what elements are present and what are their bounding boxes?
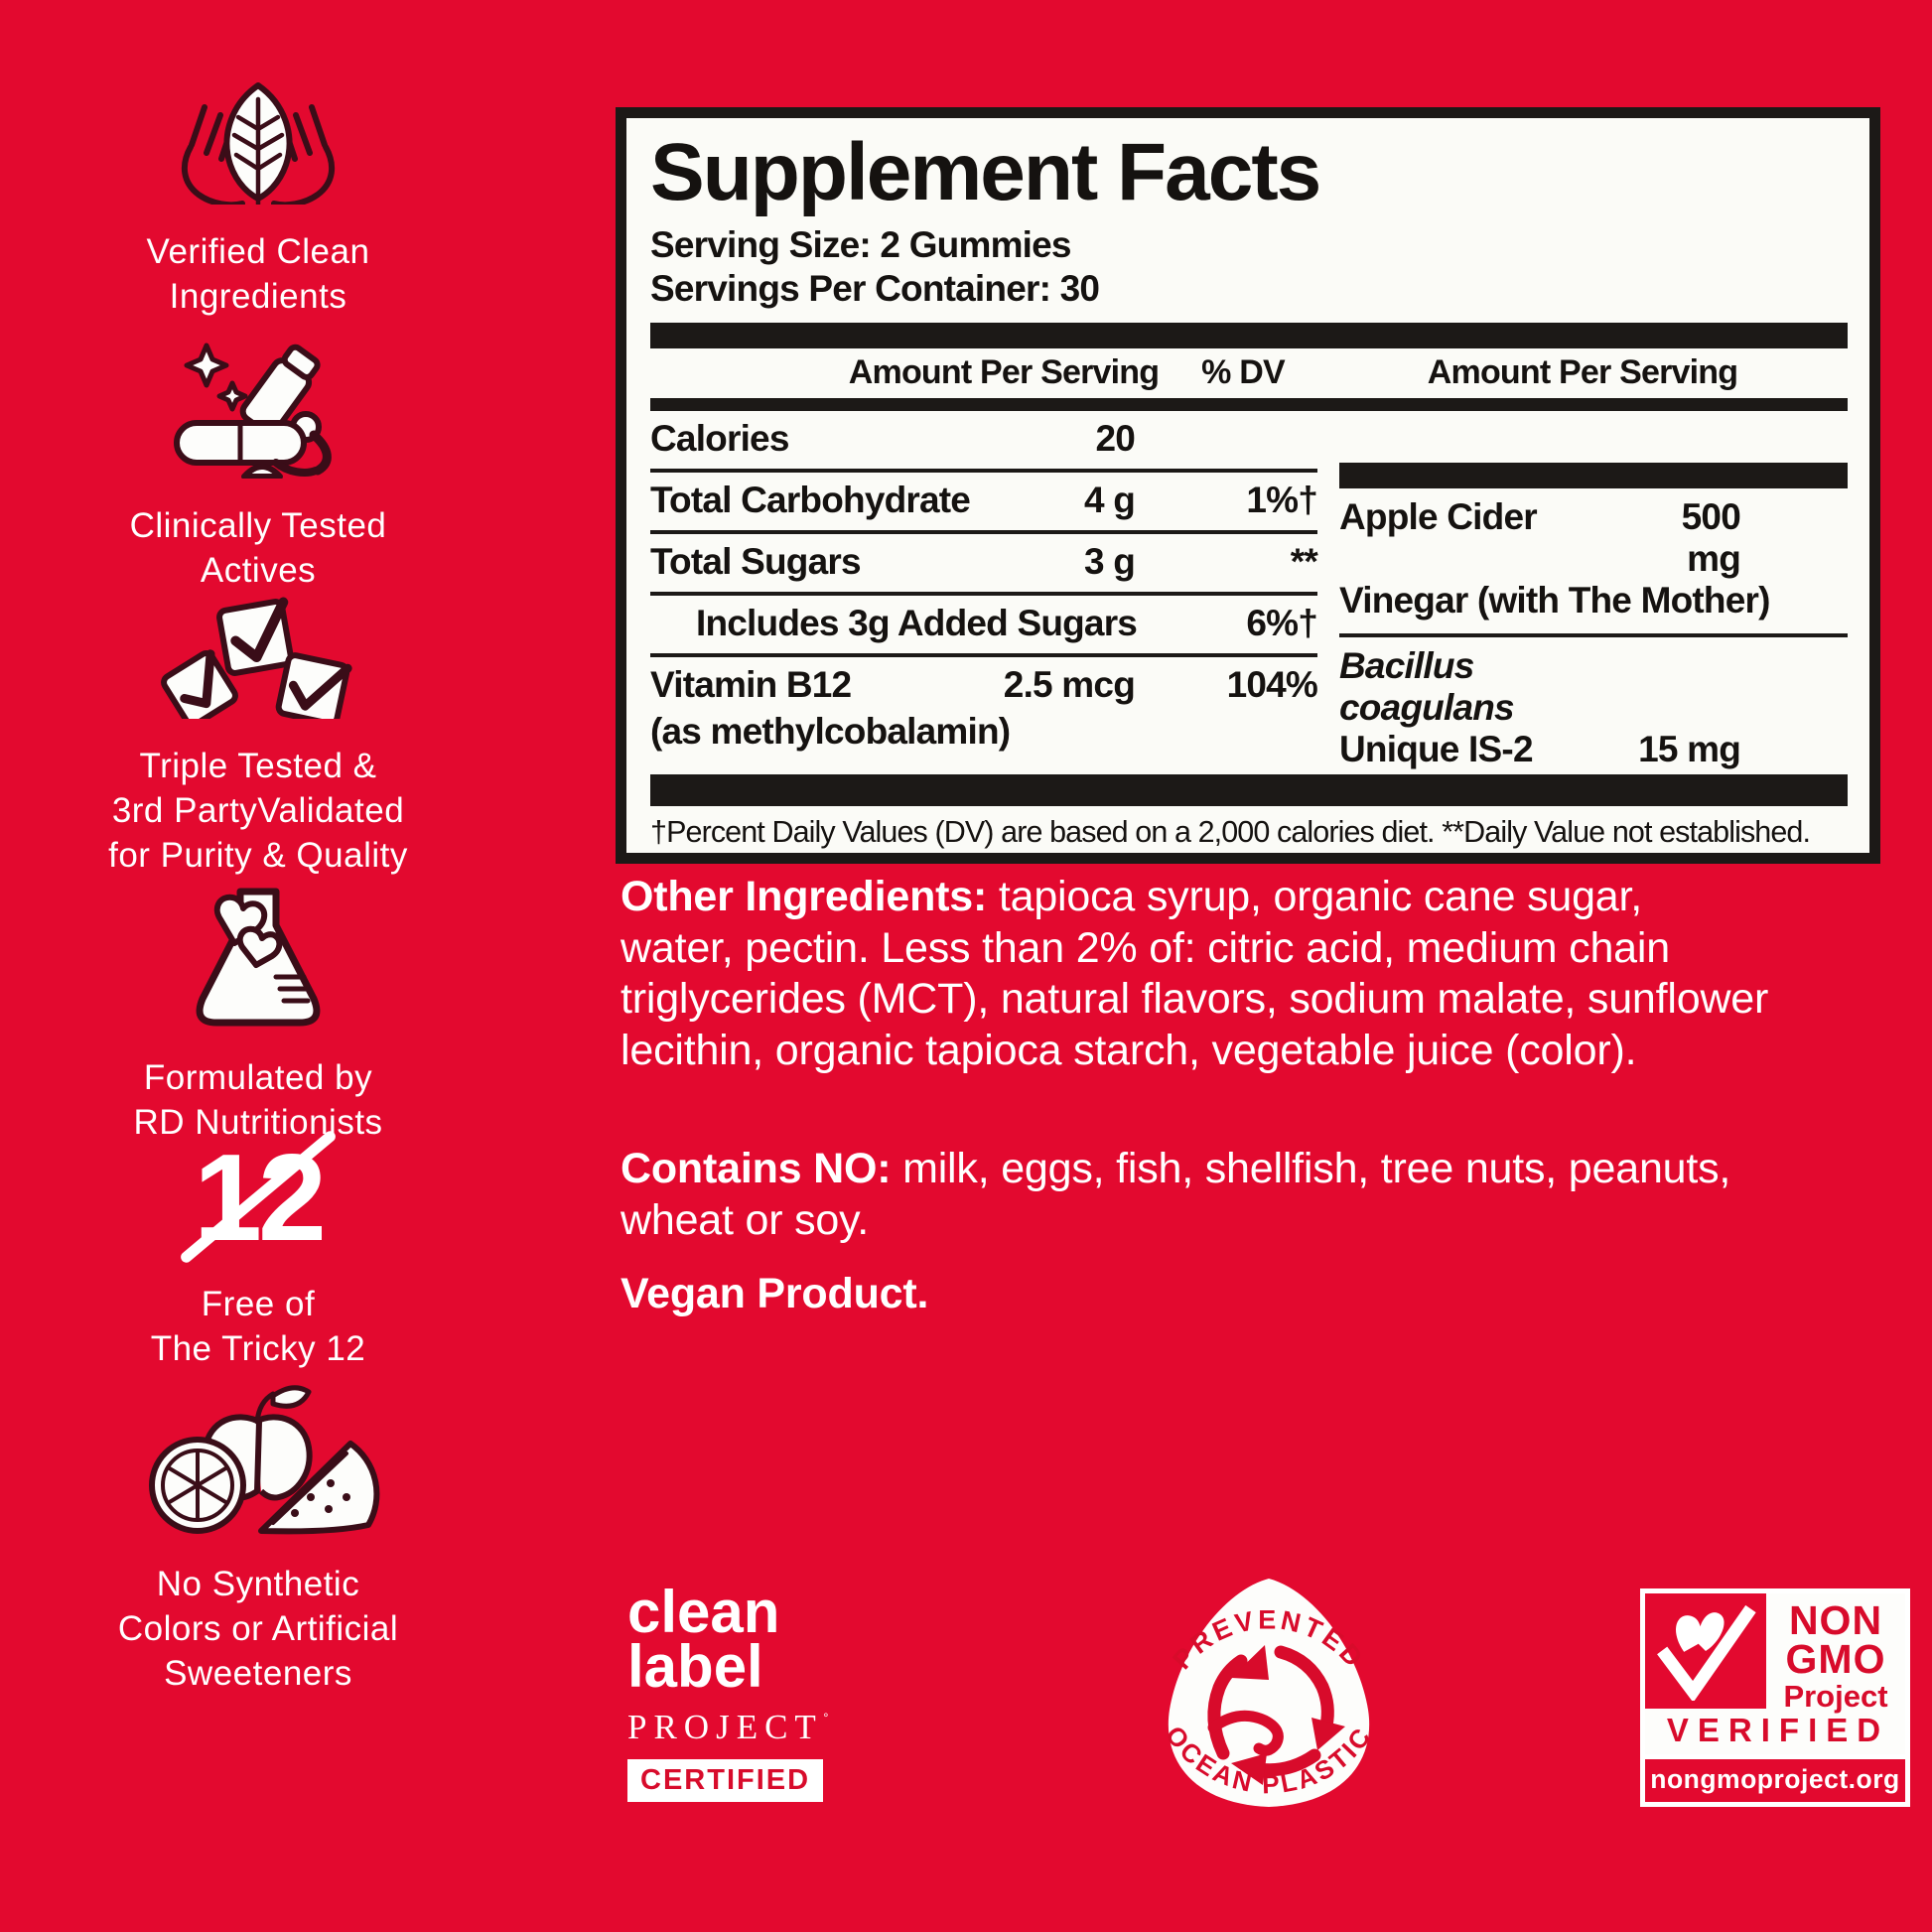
contains-no-text: milk, eggs, fish, shellfish, tree nuts, … (621, 1145, 1731, 1244)
claim-label: Clinically Tested Actives (129, 506, 387, 590)
other-ingredients-label: Other Ingredients: (621, 873, 988, 920)
dv-footnote: †Percent Daily Values (DV) are based on … (650, 814, 1811, 849)
panel-title: Supplement Facts (650, 127, 1321, 217)
claim-verified-clean: Verified Clean Ingredients (30, 77, 486, 320)
divider-bar (650, 397, 1848, 411)
servings-per-container: Servings Per Container: 30 (650, 267, 1100, 309)
row-amount: 2.5 mcg (1003, 663, 1136, 705)
row-name: Bacillus coagulans (1339, 644, 1515, 728)
row-name: Unique IS-2 (1339, 728, 1534, 769)
claim-tricky-12: 12 Free of The Tricky 12 (30, 1129, 486, 1372)
row-unique-is2: Unique IS-2 15 mg (1339, 729, 1848, 770)
row-rule (650, 652, 1317, 657)
claim-label: Free of The Tricky 12 (150, 1285, 366, 1368)
row-rule (650, 591, 1317, 596)
fruits-icon (149, 1385, 380, 1535)
claim-no-synthetic: No Synthetic Colors or Artificial Sweete… (30, 1382, 486, 1696)
non-gmo-text: NON GMO Project (1766, 1593, 1905, 1714)
clean-label-line2: label (627, 1633, 763, 1701)
other-ingredients-text: tapioca syrup, organic cane sugar, water… (621, 873, 1769, 1074)
row-amount: 500 mg (1681, 495, 1741, 579)
other-ingredients: Other Ingredients: tapioca syrup, organi… (621, 872, 1901, 1076)
claim-label: Triple Tested & 3rd PartyValidated for P… (108, 747, 408, 875)
prevented-ocean-plastic-logo: PREVENTED OCEAN PLASTIC (1160, 1579, 1375, 1807)
row-total-sugars: Total Sugars 3 g ** (650, 534, 1318, 592)
nutrition-table-left: Calories 20 Total Carbohydrate 4 g 1%† T… (650, 411, 1318, 770)
butterfly-checkmark-icon (1645, 1593, 1766, 1709)
row-name: Calories (650, 417, 789, 459)
clean-label-project-logo: clean label PROJECT˚ CERTIFIED (627, 1579, 836, 1803)
row-name: Vitamin B12 (650, 663, 852, 705)
supplement-facts-panel: Supplement Facts Serving Size: 2 Gummies… (616, 107, 1880, 864)
contains-no: Contains NO: milk, eggs, fish, shellfish… (621, 1144, 1901, 1246)
row-rule (650, 468, 1317, 473)
row-name: Total Carbohydrate (650, 479, 971, 520)
flask-hearts-icon (196, 888, 321, 1027)
claim-formulated-rd: Formulated by RD Nutritionists (30, 882, 486, 1146)
row-amount: 4 g (1083, 479, 1136, 520)
verified-band: VERIFIED (1645, 1709, 1905, 1754)
tricky-12-icon: 12 (178, 1129, 339, 1265)
gmo-text: GMO (1785, 1635, 1886, 1682)
non-gmo-project-logo: NON GMO Project VERIFIED nongmoproject.o… (1640, 1588, 1910, 1807)
clean-label-project-word: PROJECT˚ (627, 1708, 836, 1747)
claim-label: Verified Clean Ingredients (146, 232, 370, 316)
table-header: Amount Per Serving % DV Amount Per Servi… (650, 348, 1848, 398)
recycle-wave-arrows-icon (1207, 1645, 1334, 1777)
row-rule (1339, 632, 1848, 637)
row-vitamin-b12-form: (as methylcobalamin) (650, 710, 1011, 752)
certified-badge: CERTIFIED (627, 1759, 824, 1803)
header-percent-dv: % DV (1201, 353, 1286, 391)
row-dv: ** (1290, 540, 1318, 582)
row-apple-cider-vinegar: Apple Cider 500 mg (1339, 488, 1848, 580)
row-dv: 1%† (1246, 479, 1317, 520)
row-name: Total Sugars (650, 540, 862, 582)
claim-label: Formulated by RD Nutritionists (133, 1058, 383, 1142)
divider-bar (650, 322, 1848, 348)
nongmo-url: nongmoproject.org (1645, 1754, 1905, 1802)
row-calories: Calories 20 (650, 411, 1317, 469)
hands-leaf-icon (181, 82, 336, 205)
row-amount: 20 (1095, 417, 1135, 459)
row-rule (650, 529, 1317, 534)
microscope-icon (174, 343, 332, 479)
row-name: Includes 3g Added Sugars (696, 602, 1138, 643)
row-total-carbohydrate: Total Carbohydrate 4 g 1%† (650, 473, 1318, 530)
serving-size: Serving Size: 2 Gummies (650, 224, 1072, 266)
claim-clinically-tested: Clinically Tested Actives (30, 340, 486, 594)
clean-label-line1: clean (627, 1579, 780, 1645)
header-amount-per-serving-right: Amount Per Serving (1427, 353, 1738, 391)
claim-label: No Synthetic Colors or Artificial Sweete… (117, 1565, 399, 1693)
row-dv: 104% (1226, 663, 1318, 705)
vegan-product: Vegan Product. (621, 1270, 929, 1317)
divider-bar (1339, 462, 1848, 488)
project-mark: ˚ (822, 1710, 836, 1730)
row-added-sugars: Includes 3g Added Sugars 6%† (650, 596, 1318, 653)
claim-triple-tested: Triple Tested & 3rd PartyValidated for P… (30, 594, 486, 878)
contains-no-label: Contains NO: (621, 1145, 892, 1192)
row-amount: 15 mg (1638, 728, 1741, 769)
row-name: Apple Cider (1339, 495, 1538, 537)
checkboxes-icon (161, 597, 352, 719)
project-text: Project (1783, 1678, 1888, 1714)
nutrition-table-right: Apple Cider 500 mg Vinegar (with The Mot… (1339, 411, 1848, 770)
divider-bar (650, 773, 1848, 806)
row-bacillus-coagulans: Bacillus coagulans (1339, 637, 1848, 729)
header-amount-per-serving: Amount Per Serving (848, 353, 1160, 391)
row-amount: 3 g (1083, 540, 1136, 582)
row-dv: 6%† (1246, 602, 1317, 643)
recycle-arrowheads (1231, 1645, 1345, 1785)
non-text: NON (1788, 1597, 1883, 1643)
project-text: PROJECT (627, 1708, 823, 1747)
row-vitamin-b12: Vitamin B12 2.5 mcg 104% (650, 657, 1318, 715)
row-apple-cider-vinegar-sub: Vinegar (with The Mother) (1339, 579, 1770, 621)
